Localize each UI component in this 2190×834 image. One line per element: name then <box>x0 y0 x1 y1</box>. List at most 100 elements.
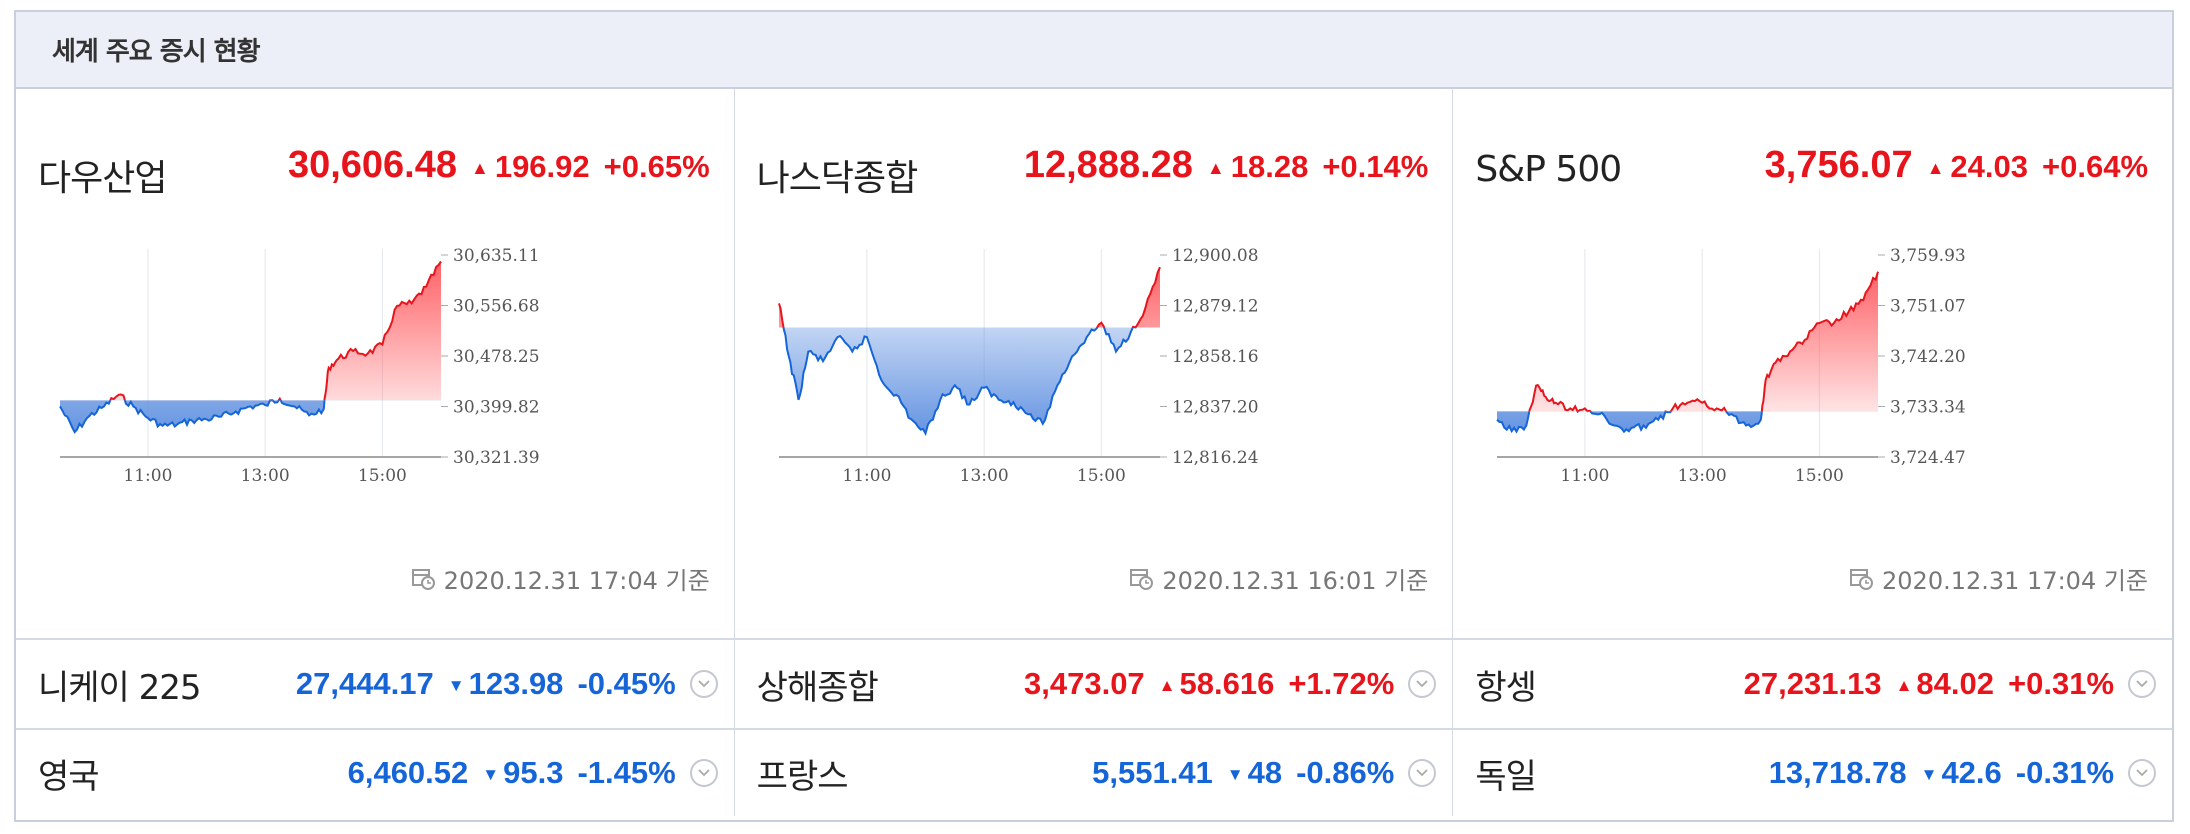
triangle-down-icon: ▼ <box>447 676 465 695</box>
index-change: ▼ 95.3 <box>482 755 563 791</box>
index-change: ▲ 196.92 <box>471 149 590 185</box>
index-name: 나스닥종합 <box>756 158 919 199</box>
index-panel-dow[interactable]: 다우산업 30,606.48 ▲ 196.92 +0.65% 11:00 13:00… <box>16 89 735 638</box>
chevron-down-circle-icon[interactable] <box>689 670 718 698</box>
index-value: 12,888.28 <box>1023 144 1193 186</box>
y-tick-label: 12,858.16 <box>1172 347 1259 367</box>
chevron-down-circle-icon[interactable] <box>1408 759 1437 787</box>
index-change-value: 84.02 <box>1916 666 1994 701</box>
index-value: 6,460.52 <box>347 755 469 790</box>
index-list: 니케이 225 27,444.17 ▼ 123.98 -0.45% 상해종합 3,… <box>16 638 2172 816</box>
y-tick-label: 3,733.34 <box>1890 398 1966 418</box>
y-tick-label: 3,759.93 <box>1890 246 1966 266</box>
widget-title: 세계 주요 증시 현황 <box>52 37 261 67</box>
index-change: ▼ 48 <box>1227 755 1282 791</box>
index-change-value: 18.28 <box>1230 149 1309 184</box>
index-name: 영국 <box>38 756 100 797</box>
index-change: ▲ 84.02 <box>1896 666 1994 702</box>
area-fill-down <box>60 400 441 433</box>
chevron-down-circle-icon[interactable] <box>689 759 718 787</box>
index-row: 니케이 225 27,444.17 ▼ 123.98 -0.45% 상해종합 3,… <box>16 638 2172 728</box>
triangle-down-icon: ▼ <box>1920 765 1938 784</box>
chart-panels: 다우산업 30,606.48 ▲ 196.92 +0.65% 11:00 13:00… <box>16 89 2172 638</box>
series-line-down <box>59 400 326 434</box>
index-quote: 30,606.48 ▲ 196.92 +0.65% <box>288 144 710 187</box>
chevron-down-circle-icon[interactable] <box>2128 759 2157 787</box>
x-tick-label: 13:00 <box>959 466 1008 486</box>
index-quote: 6,460.52 ▼ 95.3 -1.45% <box>348 755 676 791</box>
index-change-value: 42.6 <box>1941 755 2002 790</box>
area-fill-down <box>783 327 1136 434</box>
index-value: 3,756.07 <box>1764 144 1913 186</box>
y-tick-label: 30,321.39 <box>453 448 540 468</box>
index-change-percent: -0.31% <box>2015 755 2115 790</box>
triangle-down-icon: ▼ <box>482 765 500 784</box>
index-item-shanghai[interactable]: 상해종합 3,473.07 ▲ 58.616 +1.72% <box>735 640 1454 728</box>
index-change-percent: -0.45% <box>577 666 676 701</box>
timestamp: 2020.12.31 17:04 기준 <box>411 561 710 596</box>
index-name: S&P 500 <box>1475 149 1622 190</box>
calendar-clock-icon <box>411 568 435 590</box>
timestamp-text: 2020.12.31 16:01 기준 <box>1162 567 1429 595</box>
y-tick-label: 30,399.82 <box>453 398 540 418</box>
timestamp: 2020.12.31 17:04 기준 <box>1850 561 2148 596</box>
triangle-up-icon: ▲ <box>1895 676 1913 695</box>
area-fill-up <box>110 261 441 401</box>
index-item-france[interactable]: 프랑스 5,551.41 ▼ 48 -0.86% <box>735 730 1454 816</box>
chevron-down-circle-icon[interactable] <box>1408 670 1437 698</box>
index-item-nikkei[interactable]: 니케이 225 27,444.17 ▼ 123.98 -0.45% <box>16 640 735 728</box>
index-row: 영국 6,460.52 ▼ 95.3 -1.45% 프랑스 5,551.41 ▼ 4… <box>16 728 2172 816</box>
index-change-percent: +0.31% <box>2008 666 2115 701</box>
index-change-value: 24.03 <box>1950 149 2028 184</box>
index-quote: 13,718.78 ▼ 42.6 -0.31% <box>1769 755 2114 791</box>
index-change: ▲ 58.616 <box>1159 666 1275 702</box>
world-markets-widget: 세계 주요 증시 현황 다우산업 30,606.48 ▲ 196.92 +0.65… <box>14 10 2174 822</box>
index-quote: 27,444.17 ▼ 123.98 -0.45% <box>296 666 676 702</box>
index-change-percent: -0.86% <box>1296 755 1395 790</box>
y-tick-label: 3,742.20 <box>1890 347 1966 367</box>
triangle-down-icon: ▼ <box>1226 765 1244 784</box>
index-panel-sp500[interactable]: S&P 500 3,756.07 ▲ 24.03 +0.64% 11:00 13:0… <box>1453 89 2172 638</box>
series-line-up <box>109 260 442 401</box>
index-item-germany[interactable]: 독일 13,718.78 ▼ 42.6 -0.31% <box>1453 730 2172 816</box>
chevron-down-circle-icon[interactable] <box>2128 670 2157 698</box>
y-tick-label: 12,816.24 <box>1172 448 1259 468</box>
x-tick-label: 13:00 <box>241 466 290 486</box>
index-panel-nasdaq[interactable]: 나스닥종합 12,888.28 ▲ 18.28 +0.14% 11:00 13:00… <box>735 89 1454 638</box>
index-name: 다우산업 <box>38 158 167 199</box>
index-change-value: 95.3 <box>503 755 564 790</box>
index-value: 3,473.07 <box>1024 666 1145 701</box>
index-change: ▲ 18.28 <box>1207 149 1308 185</box>
y-tick-label: 12,837.20 <box>1172 398 1259 418</box>
index-name: 니케이 225 <box>38 667 202 708</box>
index-change: ▼ 123.98 <box>448 666 564 702</box>
index-value: 13,718.78 <box>1768 755 1907 790</box>
timestamp: 2020.12.31 16:01 기준 <box>1130 561 1428 596</box>
index-quote: 3,473.07 ▲ 58.616 +1.72% <box>1024 666 1394 702</box>
index-item-uk[interactable]: 영국 6,460.52 ▼ 95.3 -1.45% <box>16 730 735 816</box>
x-tick-label: 13:00 <box>1678 466 1727 486</box>
y-tick-label: 30,478.25 <box>453 347 540 367</box>
y-tick-label: 12,900.08 <box>1172 246 1259 266</box>
x-tick-label: 15:00 <box>1795 466 1844 486</box>
triangle-up-icon: ▲ <box>471 158 489 178</box>
index-value: 27,231.13 <box>1743 666 1882 701</box>
index-name: 항셍 <box>1475 667 1537 708</box>
index-change-value: 196.92 <box>494 149 590 184</box>
x-tick-label: 15:00 <box>1077 466 1126 486</box>
index-name: 상해종합 <box>756 667 879 708</box>
index-change-value: 123.98 <box>468 666 564 701</box>
intraday-chart: 11:00 13:00 15:00 3,759.93 3,751.07 3,742.20 3… <box>1496 246 1966 486</box>
index-change-percent: +0.64% <box>2042 149 2149 184</box>
index-item-hangseng[interactable]: 항셍 27,231.13 ▲ 84.02 +0.31% <box>1453 640 2172 728</box>
x-tick-label: 15:00 <box>358 466 407 486</box>
index-quote: 27,231.13 ▲ 84.02 +0.31% <box>1744 666 2114 702</box>
index-value: 30,606.48 <box>287 144 457 186</box>
timestamp-text: 2020.12.31 17:04 기준 <box>443 567 710 595</box>
triangle-up-icon: ▲ <box>1926 158 1945 178</box>
index-value: 5,551.41 <box>1092 755 1213 790</box>
index-name: 프랑스 <box>756 756 849 797</box>
calendar-clock-icon <box>1850 568 1874 590</box>
triangle-up-icon: ▲ <box>1206 158 1225 178</box>
index-name: 독일 <box>1475 756 1537 797</box>
